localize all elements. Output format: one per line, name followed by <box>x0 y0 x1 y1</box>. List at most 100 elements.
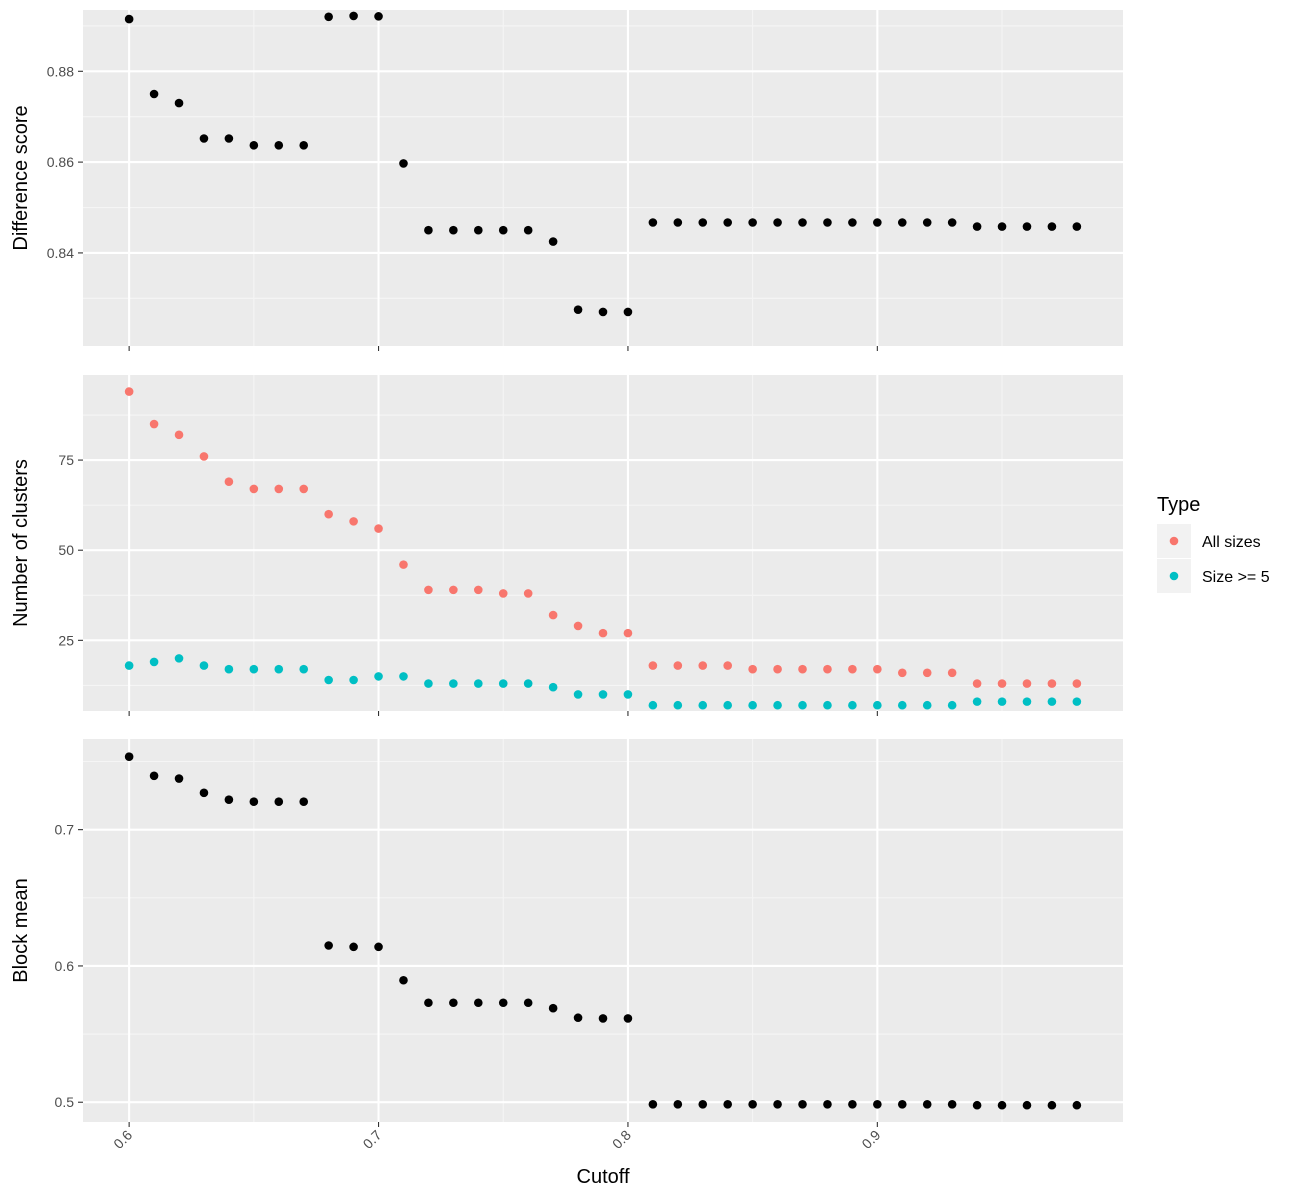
data-point <box>324 12 333 22</box>
data-point <box>648 1099 658 1109</box>
data-point-all-sizes <box>299 484 309 494</box>
data-point-all-sizes <box>374 524 383 533</box>
data-point-all-sizes <box>249 484 259 494</box>
data-point <box>723 1099 733 1109</box>
data-point-size-5 <box>773 700 782 710</box>
legend: Type All sizes Size >= 5 <box>1157 494 1270 593</box>
data-point-all-sizes <box>648 661 658 670</box>
y-tick-label: 0.86 <box>47 154 74 170</box>
data-point-all-sizes <box>823 664 832 674</box>
data-point <box>723 218 733 227</box>
panel-number-of-clusters: 25 50 75 Number of clusters <box>10 375 1123 716</box>
data-point-size-5 <box>249 664 259 674</box>
data-point <box>848 1099 857 1109</box>
data-point <box>174 98 184 108</box>
panel-background <box>83 10 1123 346</box>
data-point-all-sizes <box>997 679 1007 688</box>
data-point-size-5 <box>349 675 358 685</box>
x-tick-label: 0.6 <box>110 1127 135 1152</box>
data-point <box>823 218 832 227</box>
data-point-size-5 <box>424 679 433 688</box>
data-point-all-sizes <box>972 679 982 688</box>
y-tick-label: 0.5 <box>55 1094 75 1110</box>
data-point <box>548 1003 558 1013</box>
data-point-all-sizes <box>748 664 757 674</box>
data-point-all-sizes <box>149 419 159 429</box>
data-point-size-5 <box>299 664 309 674</box>
data-point <box>124 14 134 24</box>
data-point <box>149 89 159 99</box>
panel-difference-score: 0.84 0.86 0.88 Difference score <box>10 10 1123 351</box>
data-point <box>424 225 433 235</box>
data-point-size-5 <box>523 679 533 688</box>
data-point <box>523 225 533 235</box>
data-point <box>473 225 483 235</box>
data-point <box>623 307 633 317</box>
data-point-size-5 <box>124 661 134 670</box>
data-point <box>349 942 358 952</box>
legend-title: Type <box>1157 494 1200 516</box>
data-point-all-sizes <box>473 585 483 595</box>
data-point-size-5 <box>1072 697 1082 706</box>
x-tick-label: 0.8 <box>609 1127 634 1152</box>
data-point <box>922 218 932 227</box>
data-point <box>748 218 757 227</box>
data-point-size-5 <box>1047 697 1057 706</box>
y-axis-title-number-of-clusters: Number of clusters <box>10 459 32 627</box>
data-point <box>598 307 608 317</box>
data-point-size-5 <box>399 672 408 681</box>
data-point-size-5 <box>873 700 882 710</box>
data-point <box>1047 222 1057 231</box>
y-tick-label: 0.84 <box>47 245 74 261</box>
data-point-size-5 <box>174 654 184 663</box>
data-point-size-5 <box>199 661 209 670</box>
data-point-all-sizes <box>897 668 907 678</box>
data-point-all-sizes <box>723 661 733 670</box>
data-point-size-5 <box>473 679 483 688</box>
panel-background <box>83 739 1123 1122</box>
data-point <box>498 225 508 235</box>
data-point-size-5 <box>723 700 733 710</box>
data-point <box>449 998 458 1008</box>
data-point-all-sizes <box>773 664 782 674</box>
data-point <box>199 788 209 798</box>
data-point <box>972 222 982 231</box>
data-point-size-5 <box>673 700 683 710</box>
data-point <box>349 11 358 21</box>
data-point <box>897 1099 907 1109</box>
data-point <box>523 998 533 1008</box>
y-axis-title-difference-score: Difference score <box>10 105 32 250</box>
data-point <box>748 1099 757 1109</box>
data-point-all-sizes <box>424 585 433 595</box>
data-point <box>673 218 683 227</box>
y-tick-label: 75 <box>58 452 74 468</box>
data-point <box>449 225 458 235</box>
x-tick-label: 0.9 <box>858 1127 883 1152</box>
data-point <box>399 159 408 168</box>
data-point-all-sizes <box>498 589 508 598</box>
data-point-all-sizes <box>449 585 458 595</box>
data-point <box>698 218 708 227</box>
data-point <box>1022 222 1032 231</box>
data-point <box>922 1099 932 1109</box>
data-point-all-sizes <box>848 664 857 674</box>
data-point <box>673 1099 683 1109</box>
data-point <box>124 752 134 762</box>
data-point <box>848 218 857 227</box>
data-point-size-5 <box>548 682 558 692</box>
data-point-size-5 <box>1022 697 1032 706</box>
data-point <box>498 998 508 1008</box>
x-tick-label: 0.7 <box>360 1127 385 1152</box>
legend-key-size-ge-5 <box>1169 571 1179 581</box>
data-point <box>997 1100 1007 1110</box>
data-point <box>274 797 284 806</box>
legend-label-all-sizes: All sizes <box>1202 534 1261 551</box>
data-point <box>299 141 309 150</box>
data-point <box>1047 1100 1057 1110</box>
data-point <box>947 218 957 227</box>
data-point-all-sizes <box>573 621 583 631</box>
data-point-size-5 <box>947 700 957 710</box>
x-axis-title: Cutoff <box>577 1166 630 1188</box>
data-point-all-sizes <box>623 628 633 638</box>
data-point-size-5 <box>648 700 658 710</box>
